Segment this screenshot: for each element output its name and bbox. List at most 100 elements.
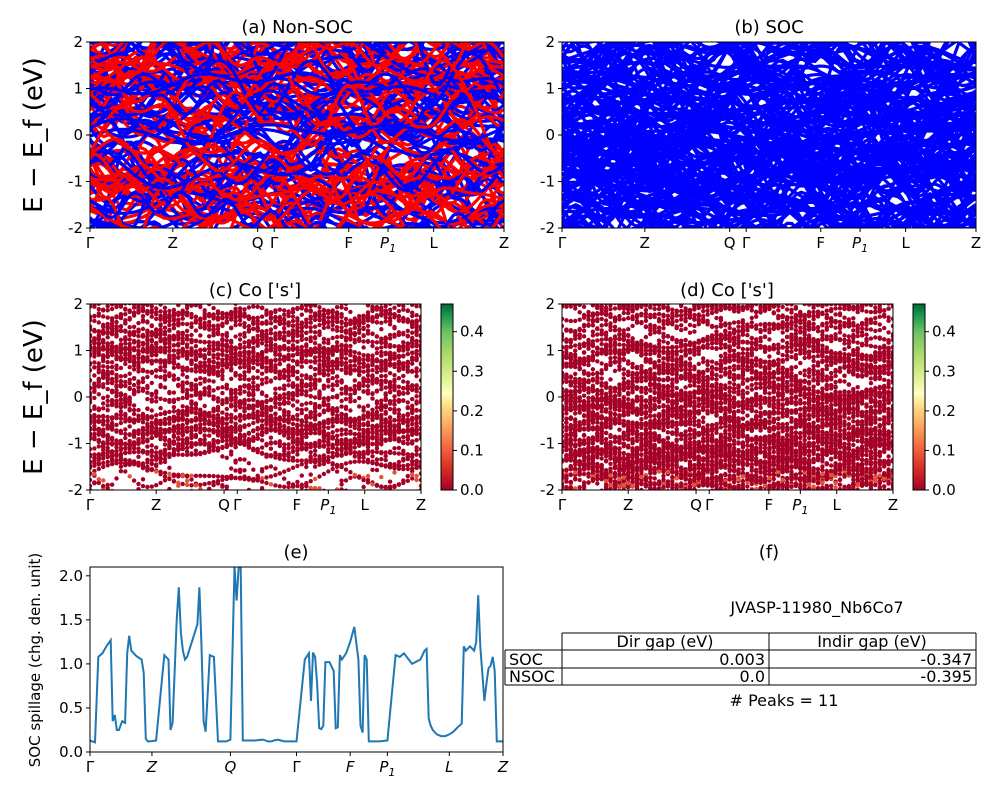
- projection-point: [321, 364, 327, 369]
- projection-point: [392, 432, 397, 438]
- band-line: [90, 206, 504, 228]
- panel-c-ylabel: E − E_f (eV): [19, 319, 49, 475]
- projection-point: [383, 411, 388, 416]
- projection-point: [158, 313, 163, 319]
- projection-point: [216, 269, 220, 273]
- projection-point: [101, 395, 106, 401]
- projection-point: [131, 430, 137, 435]
- projection-point: [873, 305, 878, 310]
- projection-point: [259, 371, 265, 376]
- projection-point: [277, 415, 282, 420]
- projection-point: [379, 432, 384, 438]
- projection-point: [348, 297, 352, 301]
- projection-point: [194, 288, 198, 292]
- projection-point: [101, 478, 106, 483]
- projection-point: [387, 322, 393, 327]
- projection-point: [114, 415, 119, 421]
- projection-point: [317, 389, 322, 394]
- projection-point: [264, 337, 269, 342]
- projection-point: [273, 472, 278, 478]
- projection-point: [401, 299, 405, 303]
- projection-point: [397, 299, 401, 303]
- projection-point: [92, 406, 97, 411]
- projection-point: [268, 361, 274, 366]
- projection-point: [348, 349, 353, 354]
- projection-point: [282, 321, 287, 326]
- projection-point: [401, 340, 406, 345]
- projection-point: [136, 385, 141, 390]
- projection-point: [167, 322, 172, 328]
- projection-point: [321, 424, 327, 430]
- projection-point: [353, 294, 357, 298]
- projection-point: [255, 412, 260, 418]
- projection-point: [410, 407, 415, 413]
- projection-point: [326, 315, 331, 320]
- projection-point: [308, 338, 313, 344]
- band-line: [108, 220, 440, 228]
- projection-point: [357, 404, 362, 409]
- projection-point: [92, 427, 97, 432]
- projection-point: [326, 437, 331, 442]
- projection-point: [401, 385, 406, 391]
- projection-point: [251, 315, 256, 321]
- projection-point: [176, 447, 181, 452]
- projection-point: [140, 483, 146, 489]
- projection-point: [353, 292, 357, 296]
- projection-point: [158, 396, 163, 401]
- projection-point: [101, 450, 106, 456]
- projection-point: [397, 296, 401, 300]
- projection-point: [149, 369, 154, 374]
- projection-point: [162, 329, 168, 335]
- projection-point: [348, 399, 353, 404]
- projection-point: [131, 449, 137, 455]
- projection-point: [180, 440, 185, 446]
- projection-point: [418, 318, 421, 323]
- projection-point: [259, 486, 265, 490]
- projection-point: [141, 293, 145, 297]
- projection-point: [282, 317, 287, 323]
- projection-point: [90, 471, 93, 476]
- projection-point: [149, 484, 154, 489]
- projection-point: [92, 365, 97, 370]
- projection-point: [255, 475, 260, 480]
- projection-point: [180, 437, 185, 442]
- projection-point: [109, 398, 115, 403]
- projection-point: [203, 289, 207, 293]
- projection-point: [365, 440, 371, 445]
- panel-a-bands: [90, 42, 504, 228]
- projection-point: [180, 353, 185, 358]
- projection-point: [118, 350, 124, 355]
- projection-point: [282, 369, 287, 374]
- projection-point: [388, 297, 392, 301]
- projection-point: [189, 473, 194, 478]
- projection-point: [370, 510, 374, 514]
- projection-point: [273, 318, 278, 323]
- projection-point: [299, 392, 304, 397]
- projection-point: [308, 335, 313, 340]
- projection-point: [396, 314, 402, 319]
- projection-point: [282, 445, 287, 451]
- projection-point: [207, 473, 212, 479]
- projection-point: [401, 332, 406, 337]
- projection-point: [348, 296, 352, 300]
- projection-point: [251, 397, 256, 403]
- projection-point: [405, 364, 410, 369]
- projection-point: [321, 428, 327, 434]
- band-line: [562, 134, 976, 214]
- projection-point: [304, 342, 309, 347]
- projection-point: [317, 358, 322, 363]
- projection-point: [101, 501, 105, 505]
- projection-point: [220, 416, 225, 421]
- projection-point: [374, 346, 380, 351]
- projection-point: [90, 333, 93, 339]
- projection-point: [114, 288, 118, 292]
- projection-point: [330, 376, 335, 381]
- projection-point: [387, 435, 393, 441]
- projection-point: [211, 522, 215, 526]
- projection-point: [247, 505, 251, 509]
- projection-point: [207, 411, 212, 416]
- projection-point: [118, 374, 124, 379]
- projection-point: [282, 517, 286, 521]
- projection-point: [167, 278, 171, 282]
- projection-point: [361, 353, 366, 358]
